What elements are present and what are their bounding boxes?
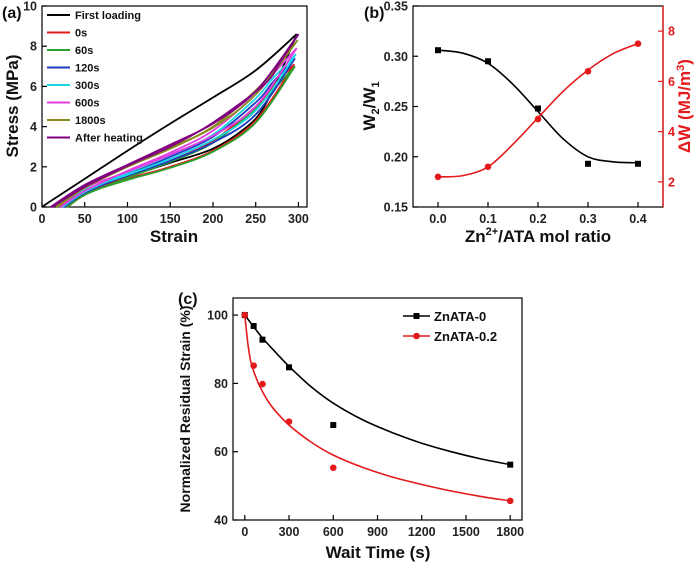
panel-a-y-axis-label: Stress (MPa)	[3, 55, 22, 158]
panel-c-x-tick-label: 0	[241, 525, 248, 539]
panel-b-x-tick-label: 0.0	[429, 212, 446, 226]
panel-c-y-tick-label: 80	[214, 377, 228, 391]
panel-c-data-point	[241, 311, 249, 319]
panel-a-legend-label: After heating	[75, 133, 143, 145]
panel-a-y-tick-label: 10	[23, 0, 37, 14]
panel-b-data-point	[485, 58, 491, 65]
panel-a-y-tick-label: 8	[30, 40, 37, 54]
panel-b-data-point	[435, 47, 441, 54]
panel-c-legend-label: ZnATA-0	[434, 309, 486, 324]
panel-c-legend-label: ZnATA-0.2	[434, 329, 497, 344]
panel-b-data-point	[484, 163, 492, 171]
panel-b-left-tick-label: 0.30	[384, 50, 408, 64]
panel-b-left-tick-label: 0.20	[384, 150, 408, 164]
panel-a-legend: First loading 0s 60s 120s 300s 600s 1800s After…	[47, 10, 143, 145]
panel-a-x-tick-label: 200	[203, 212, 224, 226]
panel-b-right-tick-label: 2	[668, 175, 675, 189]
panel-c-data-point	[286, 364, 293, 371]
panel-a-legend-label: 600s	[75, 98, 99, 110]
panel-b-left-tick-label: 0.15	[384, 201, 408, 215]
panel-c-data-point	[250, 362, 257, 369]
panel-b: (b) 0.0 0.1 0.2 0.3 0.4 0.15 0.20 0.25 0.30 0.35 2…	[360, 0, 694, 246]
panel-b-x-axis-label: Zn2+/ATA mol ratio	[465, 226, 611, 246]
panel-c-data-point	[330, 422, 337, 429]
panel-c-data-point	[259, 336, 266, 343]
panel-a-frame	[41, 5, 308, 208]
panel-b-data-point	[635, 160, 641, 167]
panel-b-label: (b)	[364, 5, 384, 22]
panel-a-y-tick-label: 2	[30, 160, 37, 174]
panel-c-label: (c)	[178, 291, 198, 308]
panel-c: (c) 0 300 600 900 1200 1500 1800 40 60 80 100 ZnAT…	[177, 291, 524, 562]
panel-c-curves	[241, 311, 514, 505]
panel-a-y-tick-label: 6	[30, 80, 37, 94]
panel-c-y-tick-label: 40	[214, 514, 228, 528]
panel-b-right-axis-label: ΔW (MJ/m3)	[675, 59, 694, 153]
panel-a-legend-label: 60s	[75, 45, 93, 57]
panel-c-x-tick-label: 1200	[408, 525, 436, 539]
panel-c-legend: ZnATA-0 ZnATA-0.2	[403, 309, 497, 344]
panel-b-data-point	[534, 115, 542, 123]
panel-a-x-tick-label: 300	[288, 212, 309, 226]
panel-a-x-tick-label: 250	[245, 212, 266, 226]
panel-c-x-axis-label: Wait Time (s)	[326, 543, 431, 562]
panel-a-legend-label: 120s	[75, 63, 99, 75]
panel-b-curves	[434, 40, 642, 181]
panel-c-x-tick-label: 900	[367, 525, 388, 539]
panel-c-legend-marker	[413, 332, 420, 340]
panel-b-ticks: 0.0 0.1 0.2 0.3 0.4 0.15 0.20 0.25 0.30 0.35 2 4 6 8	[384, 0, 675, 226]
panel-a-legend-label: 300s	[75, 80, 99, 92]
panel-b-left-tick-label: 0.35	[384, 0, 408, 14]
panel-c-x-tick-label: 1500	[452, 525, 480, 539]
panel-b-data-point	[585, 160, 591, 167]
panel-a-x-tick-label: 50	[78, 212, 92, 226]
panel-b-left-tick-label: 0.25	[384, 100, 408, 114]
panel-a-legend-label: 1800s	[75, 115, 106, 127]
panel-a: (a) 0 50 100 150 200 250 300 0 2 4 6 8 10 First load…	[2, 0, 309, 246]
panel-a-x-tick-label: 100	[117, 212, 138, 226]
panel-b-x-tick-label: 0.1	[479, 212, 496, 226]
panel-b-data-point	[434, 173, 442, 181]
panel-c-y-tick-label: 100	[207, 309, 228, 323]
panel-c-y-tick-label: 60	[214, 445, 228, 459]
panel-a-ticks: 0 50 100 150 200 250 300 0 2 4 6 8 10	[23, 0, 309, 226]
panel-c-data-point	[259, 380, 266, 388]
panel-b-right-tick-label: 4	[668, 125, 675, 139]
panel-b-x-tick-label: 0.3	[579, 212, 596, 226]
panel-c-data-point	[507, 461, 514, 468]
panel-a-series-line	[60, 53, 297, 208]
panel-a-x-tick-label: 0	[39, 212, 46, 226]
panel-a-series-line	[63, 57, 296, 208]
panel-c-data-point	[329, 464, 337, 472]
panel-b-data-point	[535, 105, 541, 112]
panel-b-x-tick-label: 0.4	[629, 212, 646, 226]
panel-a-y-tick-label: 0	[30, 201, 37, 215]
panel-c-x-tick-label: 300	[279, 525, 300, 539]
panel-a-series-line	[41, 33, 298, 208]
panel-a-legend-label: First loading	[75, 10, 141, 22]
panel-c-x-tick-label: 1800	[496, 525, 524, 539]
panel-c-x-tick-label: 600	[323, 525, 344, 539]
panel-c-data-point	[285, 418, 293, 425]
panel-b-right-tick-label: 6	[668, 75, 675, 89]
panel-a-label: (a)	[2, 5, 22, 22]
panel-b-data-point	[584, 68, 592, 75]
panel-a-series-line	[51, 33, 300, 208]
panel-b-x-tick-label: 0.2	[529, 212, 546, 226]
panel-c-ticks: 0 300 600 900 1200 1500 1800 40 60 80 100	[207, 309, 524, 539]
panel-a-x-tick-label: 150	[160, 212, 181, 226]
panel-a-x-axis-label: Strain	[150, 227, 198, 246]
panel-a-y-tick-label: 4	[30, 120, 37, 134]
panel-b-data-point	[634, 40, 642, 47]
panel-c-data-point	[506, 497, 514, 505]
panel-a-curves	[41, 33, 300, 208]
panel-b-right-tick-label: 8	[668, 25, 675, 39]
panel-a-legend-label: 0s	[75, 28, 87, 40]
panel-c-data-point	[250, 323, 257, 330]
panel-b-left-axis-label: W2/W1	[360, 81, 382, 130]
panel-c-legend-marker	[413, 313, 420, 319]
panel-c-y-axis-label: Normalized Residual Strain (%)	[177, 306, 193, 513]
